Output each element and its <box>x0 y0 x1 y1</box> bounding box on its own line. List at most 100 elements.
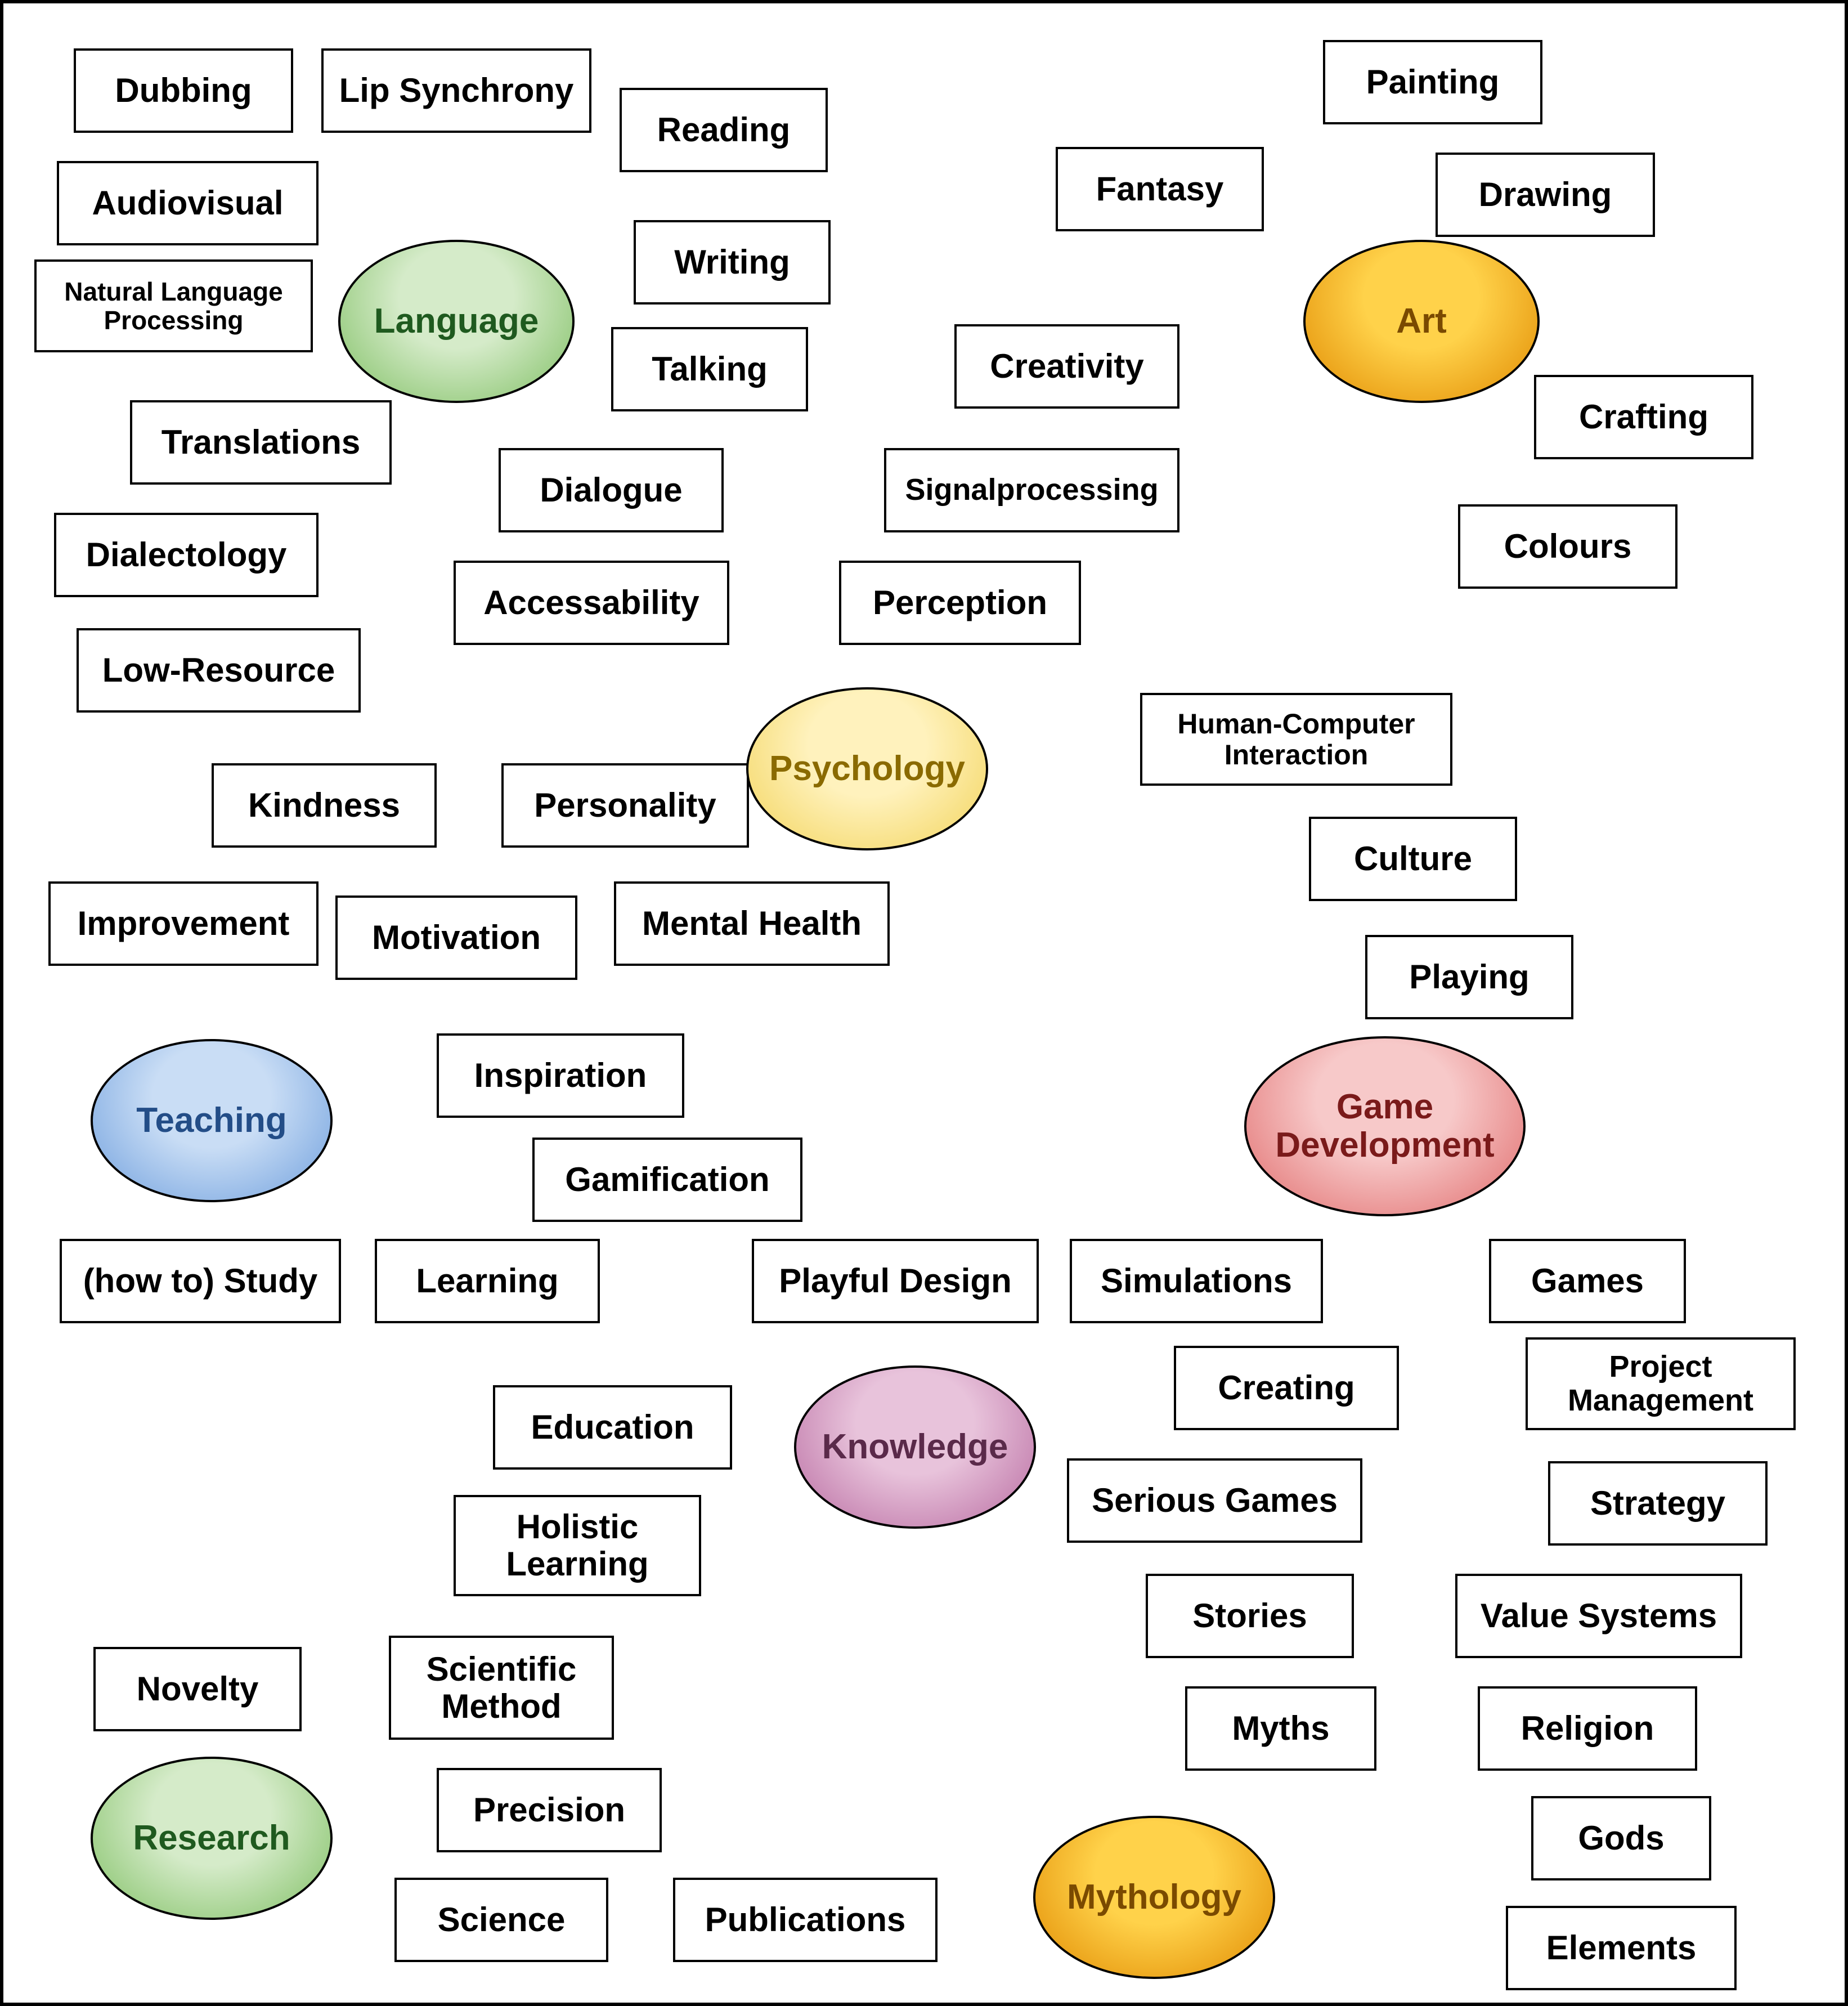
box-label: Stories <box>1192 1597 1307 1635</box>
box-dubbing: Dubbing <box>74 48 293 133</box>
box-drawing: Drawing <box>1436 153 1655 237</box>
ellipse-label: Mythology <box>1067 1878 1241 1917</box>
box-label: Novelty <box>137 1671 259 1708</box>
box-label: Improvement <box>78 905 290 942</box>
box-label: Lip Synchrony <box>339 72 574 109</box>
ellipse-art: Art <box>1303 240 1540 403</box>
box-audiovisual: Audiovisual <box>57 161 319 245</box>
box-label: Dubbing <box>115 72 252 109</box>
box-improvement: Improvement <box>48 881 319 966</box>
box-label: Strategy <box>1590 1485 1725 1522</box>
box-low-resource: Low-Resource <box>77 628 361 713</box>
box-label: Culture <box>1354 840 1472 877</box>
box-label: Audiovisual <box>92 185 283 222</box>
ellipse-label: Knowledge <box>822 1428 1008 1466</box>
box-dialogue: Dialogue <box>499 448 724 532</box>
box-label: Value Systems <box>1481 1597 1717 1635</box>
box-novelty: Novelty <box>93 1647 302 1731</box>
box-label: Low-Resource <box>102 652 335 689</box>
box-label: Gods <box>1578 1820 1664 1857</box>
box-religion: Religion <box>1478 1686 1697 1771</box>
box-label: Education <box>531 1409 694 1446</box>
box-label: Simulations <box>1101 1262 1292 1300</box>
box-reading: Reading <box>620 88 828 172</box>
box-label: Games <box>1531 1262 1644 1300</box>
box-label: Translations <box>162 424 360 461</box>
box-serious-games: Serious Games <box>1067 1458 1362 1543</box>
box-scientific: Scientific Method <box>389 1636 614 1740</box>
box-motivation: Motivation <box>335 895 577 980</box>
box-label: Colours <box>1504 528 1632 565</box>
box-label: Motivation <box>372 919 541 956</box>
box-culture: Culture <box>1309 817 1517 901</box>
box-nlp: Natural Language Processing <box>34 259 313 352</box>
box-fantasy: Fantasy <box>1056 147 1264 231</box>
box-label: Signalprocessing <box>905 473 1158 507</box>
box-label: Fantasy <box>1096 171 1224 208</box>
box-colours: Colours <box>1458 504 1677 589</box>
box-label: Mental Health <box>642 905 862 942</box>
box-label: Personality <box>534 787 716 824</box>
box-signalprocessing: Signalprocessing <box>884 448 1179 532</box>
box-creativity: Creativity <box>954 324 1179 409</box>
box-label: Human-Computer Interaction <box>1177 709 1415 771</box>
ellipse-research: Research <box>91 1757 333 1920</box>
box-project-mgmt: Project Management <box>1526 1337 1796 1430</box>
box-label: Scientific Method <box>427 1651 577 1725</box>
box-label: Playful Design <box>779 1262 1011 1300</box>
box-label: Accessability <box>483 584 699 621</box>
ellipse-game-dev: Game Development <box>1244 1036 1526 1216</box>
box-gamification: Gamification <box>532 1138 802 1222</box>
box-learning: Learning <box>375 1239 600 1323</box>
diagram-canvas: Dubbing Lip Synchrony Reading Painting Audio… <box>0 0 1848 2006</box>
box-playful-design: Playful Design <box>752 1239 1039 1323</box>
box-label: Elements <box>1546 1929 1697 1967</box>
box-label: Project Management <box>1568 1350 1753 1417</box>
box-stories: Stories <box>1146 1574 1354 1658</box>
ellipse-label: Game Development <box>1275 1088 1494 1165</box>
box-label: Myths <box>1232 1710 1329 1747</box>
box-label: Talking <box>652 351 768 388</box>
ellipse-language: Language <box>338 240 575 403</box>
box-label: Creativity <box>990 348 1143 385</box>
box-education: Education <box>493 1385 732 1470</box>
ellipse-knowledge: Knowledge <box>794 1365 1036 1529</box>
box-label: Writing <box>674 244 790 281</box>
box-label: (how to) Study <box>83 1262 318 1300</box>
box-strategy: Strategy <box>1548 1461 1768 1546</box>
box-mental-health: Mental Health <box>614 881 890 966</box>
box-translations: Translations <box>130 400 392 485</box>
box-hci: Human-Computer Interaction <box>1140 693 1452 786</box>
box-label: Crafting <box>1579 398 1708 436</box>
box-label: Kindness <box>248 787 400 824</box>
box-publications: Publications <box>673 1878 938 1962</box>
ellipse-label: Teaching <box>136 1101 287 1140</box>
box-elements: Elements <box>1506 1906 1737 1990</box>
box-writing: Writing <box>634 220 831 305</box>
box-value-systems: Value Systems <box>1455 1574 1742 1658</box>
box-label: Dialogue <box>540 472 682 509</box>
box-dialectology: Dialectology <box>54 513 319 597</box>
box-science: Science <box>394 1878 608 1962</box>
box-accessability: Accessability <box>454 561 729 645</box>
box-myths: Myths <box>1185 1686 1376 1771</box>
box-label: Holistic Learning <box>506 1508 648 1583</box>
box-label: Religion <box>1521 1710 1654 1747</box>
box-crafting: Crafting <box>1534 375 1753 459</box>
box-label: Precision <box>473 1792 625 1829</box>
box-label: Science <box>438 1901 566 1938</box>
box-how-to-study: (how to) Study <box>60 1239 341 1323</box>
ellipse-label: Research <box>133 1819 290 1857</box>
box-label: Drawing <box>1479 176 1612 213</box>
box-label: Dialectology <box>86 536 287 574</box>
box-label: Playing <box>1409 959 1529 996</box>
box-painting: Painting <box>1323 40 1542 124</box>
ellipse-label: Art <box>1396 302 1447 341</box>
ellipse-label: Psychology <box>769 750 965 788</box>
box-holistic: Holistic Learning <box>454 1495 701 1596</box>
box-label: Reading <box>657 111 791 149</box>
box-label: Publications <box>705 1901 906 1938</box>
box-games: Games <box>1489 1239 1686 1323</box>
box-label: Serious Games <box>1092 1482 1338 1519</box>
box-gods: Gods <box>1531 1796 1711 1880</box>
